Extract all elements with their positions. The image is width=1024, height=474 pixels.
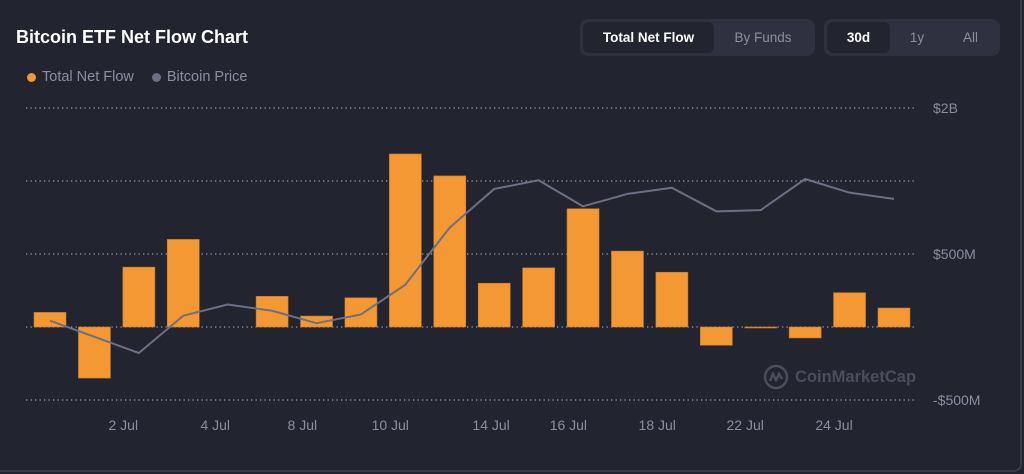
y-tick-label: $500M (933, 246, 976, 262)
bar (477, 282, 511, 328)
x-tick-label: 22 Jul (726, 417, 763, 433)
bar (78, 326, 111, 379)
bar (655, 271, 689, 328)
tab-30d[interactable]: 30d (827, 22, 890, 53)
x-tick-label: 16 Jul (550, 417, 587, 433)
bar (433, 175, 467, 328)
x-tick-label: 8 Jul (288, 417, 318, 433)
bar (300, 315, 333, 328)
legend-item-net-flow[interactable]: Total Net Flow (27, 69, 134, 85)
legend-label: Bitcoin Price (166, 69, 248, 85)
watermark: CoinMarketCap (763, 364, 916, 390)
x-tick-label: 10 Jul (372, 417, 409, 433)
bar (699, 326, 733, 346)
bar (744, 326, 778, 329)
bar (566, 208, 600, 328)
bar (344, 297, 378, 328)
range-toggle: 30d 1y All (824, 19, 1000, 56)
tab-all[interactable]: All (962, 30, 978, 45)
bar (877, 307, 911, 328)
tab-total-net-flow[interactable]: Total Net Flow (583, 22, 714, 53)
orange-dot-icon (27, 72, 36, 82)
chart-legend: Total Net Flow Bitcoin Price (27, 69, 247, 85)
tab-1y[interactable]: 1y (909, 30, 925, 45)
bitcoin-price-line (49, 178, 895, 354)
coinmarketcap-logo-icon (763, 364, 789, 390)
legend-label: Total Net Flow (42, 69, 134, 85)
bar (122, 266, 156, 328)
gray-dot-icon (151, 72, 161, 82)
bar (522, 267, 555, 328)
tab-by-funds[interactable]: By Funds (734, 30, 792, 45)
bar (833, 292, 866, 328)
bar (788, 326, 822, 339)
y-tick-label: $2B (933, 100, 958, 116)
legend-item-bitcoin-price[interactable]: Bitcoin Price (151, 69, 248, 85)
view-toggle: Total Net Flow By Funds (580, 19, 815, 56)
bar (389, 153, 422, 328)
y-tick-label: -$500M (933, 392, 980, 408)
bar (611, 250, 644, 328)
x-tick-label: 4 Jul (200, 417, 230, 433)
page-title: Bitcoin ETF Net Flow Chart (16, 27, 248, 47)
x-tick-label: 24 Jul (815, 417, 852, 433)
watermark-text: CoinMarketCap (795, 367, 917, 386)
x-tick-label: 14 Jul (472, 417, 509, 433)
x-tick-label: 2 Jul (109, 417, 139, 433)
x-tick-label: 18 Jul (639, 417, 676, 433)
